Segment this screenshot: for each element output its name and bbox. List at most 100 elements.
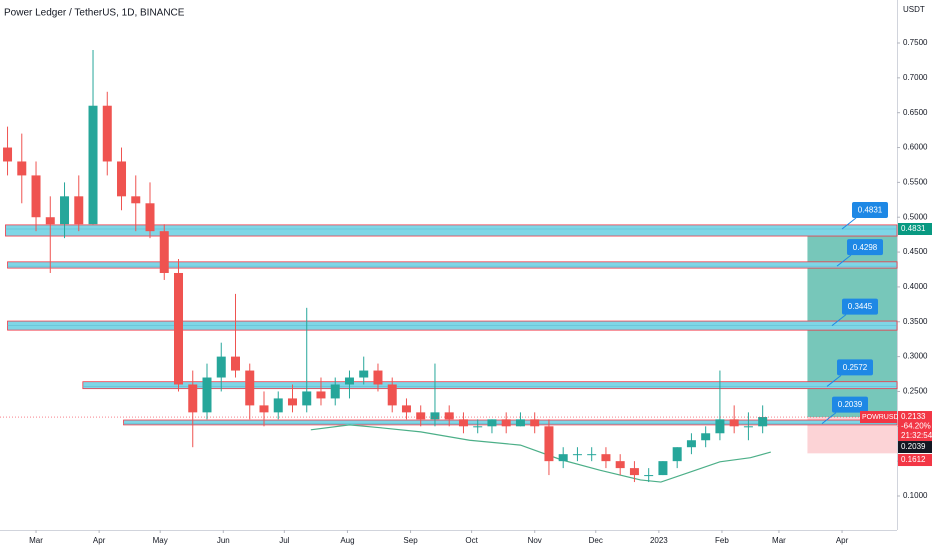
candle-body: [117, 161, 127, 197]
x-tick-label: Sep: [403, 536, 418, 545]
y-tick-label: 0.4000: [903, 282, 928, 291]
stop-tag-bg: [898, 454, 932, 467]
y-tick-label: 0.7500: [903, 38, 928, 47]
callout-box: [842, 298, 878, 315]
candle-body: [259, 405, 269, 413]
candle-body: [587, 454, 597, 456]
change-tag: -64.20%: [901, 422, 931, 431]
callout-pointer: [826, 375, 842, 387]
candle-body: [743, 426, 753, 428]
zone-tag: 0.2039: [901, 442, 926, 451]
candle-body: [444, 412, 454, 420]
y-tick-label: 0.5500: [903, 177, 928, 186]
candle-body: [686, 440, 696, 448]
candle-body: [401, 405, 411, 413]
x-tick-label: Jun: [217, 536, 230, 545]
x-tick-label: Jul: [279, 536, 289, 545]
y-tick-label: 0.6500: [903, 108, 928, 117]
candle-body: [544, 426, 554, 462]
candle-body: [216, 356, 226, 378]
callout-box: [847, 239, 883, 256]
candle-body: [701, 433, 711, 441]
y-tick-label: 0.6000: [903, 143, 928, 152]
candle-body: [273, 398, 283, 413]
candle-body: [102, 105, 112, 162]
x-tick-label: Dec: [589, 536, 603, 545]
x-tick-label: Apr: [836, 536, 849, 545]
candle-body: [230, 356, 240, 371]
candle-body: [344, 377, 354, 385]
x-tick-label: Aug: [340, 536, 354, 545]
candle-body: [88, 105, 98, 225]
y-tick-label: 0.2500: [903, 387, 928, 396]
target-tag-bg: [898, 223, 932, 236]
x-tick-label: 2023: [650, 536, 668, 545]
x-tick-label: May: [153, 536, 168, 545]
zone: [7, 261, 898, 269]
candle-body: [245, 370, 255, 406]
candle-body: [287, 398, 297, 406]
candle-body: [615, 461, 625, 469]
stop-tag: 0.1612: [901, 455, 926, 464]
symbol-tag: POWRUSDT: [862, 414, 904, 421]
candle-body: [17, 161, 27, 176]
candle-body: [387, 384, 397, 406]
callout-pointer: [841, 217, 857, 230]
candle-body: [188, 384, 198, 413]
target-tag: 0.4831: [901, 224, 926, 233]
y-tick-label: 0.7000: [903, 73, 928, 82]
candle-body: [658, 461, 668, 476]
candle-body: [373, 370, 383, 385]
countdown-tag: 21:32:54: [901, 431, 932, 440]
candle-body: [629, 468, 639, 476]
x-tick-label: Mar: [772, 536, 786, 545]
candle-body: [487, 419, 497, 427]
moving-average: [310, 424, 771, 483]
candle-body: [131, 196, 141, 204]
callout-label: 0.2572: [843, 363, 868, 372]
callout-label: 0.2039: [838, 400, 863, 409]
chart-title: Power Ledger / TetherUS, 1D, BINANCE: [4, 8, 185, 19]
candle-body: [715, 419, 725, 434]
candle-body: [159, 231, 169, 273]
candle-body: [330, 384, 340, 399]
candle-body: [515, 419, 525, 427]
candle-body: [572, 454, 582, 456]
callout-label: 0.3445: [848, 302, 873, 311]
y-tick-label: 0.3000: [903, 352, 928, 361]
y-tick-label: 0.4500: [903, 247, 928, 256]
callout-box: [852, 202, 888, 219]
candle-body: [458, 419, 468, 427]
x-tick-label: Oct: [465, 536, 478, 545]
candle-body: [758, 417, 768, 427]
candle-body: [45, 217, 55, 225]
x-tick-label: Nov: [528, 536, 542, 545]
callout-label: 0.4298: [853, 243, 878, 252]
candle-body: [729, 419, 739, 427]
symbol-tag-bg: [860, 411, 897, 424]
callout-pointer: [836, 254, 852, 267]
candle-body: [416, 412, 426, 420]
y-tick-label: 0.1000: [903, 491, 928, 500]
candle-body: [359, 370, 369, 378]
candle-body: [558, 454, 568, 462]
y-tick-label: 0.3500: [903, 317, 928, 326]
last-price-tag: 0.2133: [901, 412, 926, 421]
candle-body: [3, 147, 13, 162]
x-tick-label: Mar: [29, 536, 43, 545]
candle-body: [60, 196, 70, 225]
candle-body: [174, 272, 184, 385]
candle-body: [202, 377, 212, 413]
callout-pointer: [821, 412, 837, 424]
candle-body: [430, 412, 440, 420]
callout-label: 0.4831: [858, 206, 883, 215]
y-tick-label: 0.5000: [903, 212, 928, 221]
x-tick-label: Feb: [715, 536, 729, 545]
candle-body: [644, 475, 654, 477]
candle-body: [302, 391, 312, 406]
axis-unit: USDT: [903, 5, 925, 14]
callout-box: [837, 359, 873, 376]
zone-tag-bg: [898, 441, 932, 454]
callout-pointer: [831, 314, 847, 326]
